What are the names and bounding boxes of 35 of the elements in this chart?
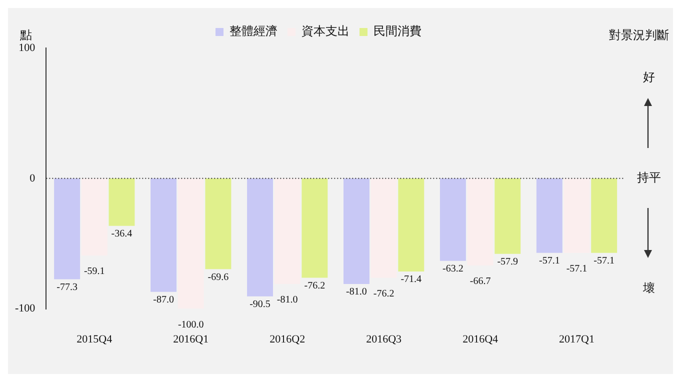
data-label: -59.1 xyxy=(84,266,105,278)
legend-label: 整體經濟 xyxy=(230,24,278,38)
data-label: -87.0 xyxy=(153,294,174,306)
text: 持平 xyxy=(637,170,661,185)
y-tick-label: -100 xyxy=(14,302,36,315)
x-tick-label: 2017Q1 xyxy=(559,333,594,346)
x-tick-label: 2015Q4 xyxy=(76,333,113,346)
data-label: -36.4 xyxy=(111,228,132,240)
text: 壞 xyxy=(642,280,655,295)
data-label: -57.1 xyxy=(566,263,588,274)
data-label: -81.0 xyxy=(276,294,298,306)
x-tick-label: 2016Q2 xyxy=(270,333,306,346)
data-label: -57.9 xyxy=(497,256,518,268)
data-label: -76.2 xyxy=(304,280,326,292)
y-tick-label: 100 xyxy=(18,42,36,54)
data-label: -69.6 xyxy=(208,272,229,283)
data-label: -81.0 xyxy=(346,286,367,298)
legend-label: 民間消費 xyxy=(374,24,422,38)
data-label: -77.3 xyxy=(56,282,78,293)
data-label: -57.1 xyxy=(594,255,615,266)
data-label: -90.5 xyxy=(250,299,270,310)
x-tick-label: 2016Q4 xyxy=(462,333,499,346)
data-label: -100.0 xyxy=(178,319,204,330)
x-tick-label: 2016Q1 xyxy=(173,333,209,346)
text: 對景況判斷 xyxy=(609,28,669,42)
data-label: -63.2 xyxy=(442,263,464,274)
data-label: -76.2 xyxy=(373,288,394,300)
y-axis-title: 點 xyxy=(19,28,32,42)
legend-label: 資本支出 xyxy=(302,24,350,38)
data-label: -71.4 xyxy=(400,274,422,286)
text: 好 xyxy=(643,70,655,84)
data-label: -66.7 xyxy=(470,276,491,287)
data-label: -57.1 xyxy=(539,255,560,266)
y-tick-label: 0 xyxy=(30,172,36,184)
x-tick-label: 2016Q3 xyxy=(366,333,402,346)
